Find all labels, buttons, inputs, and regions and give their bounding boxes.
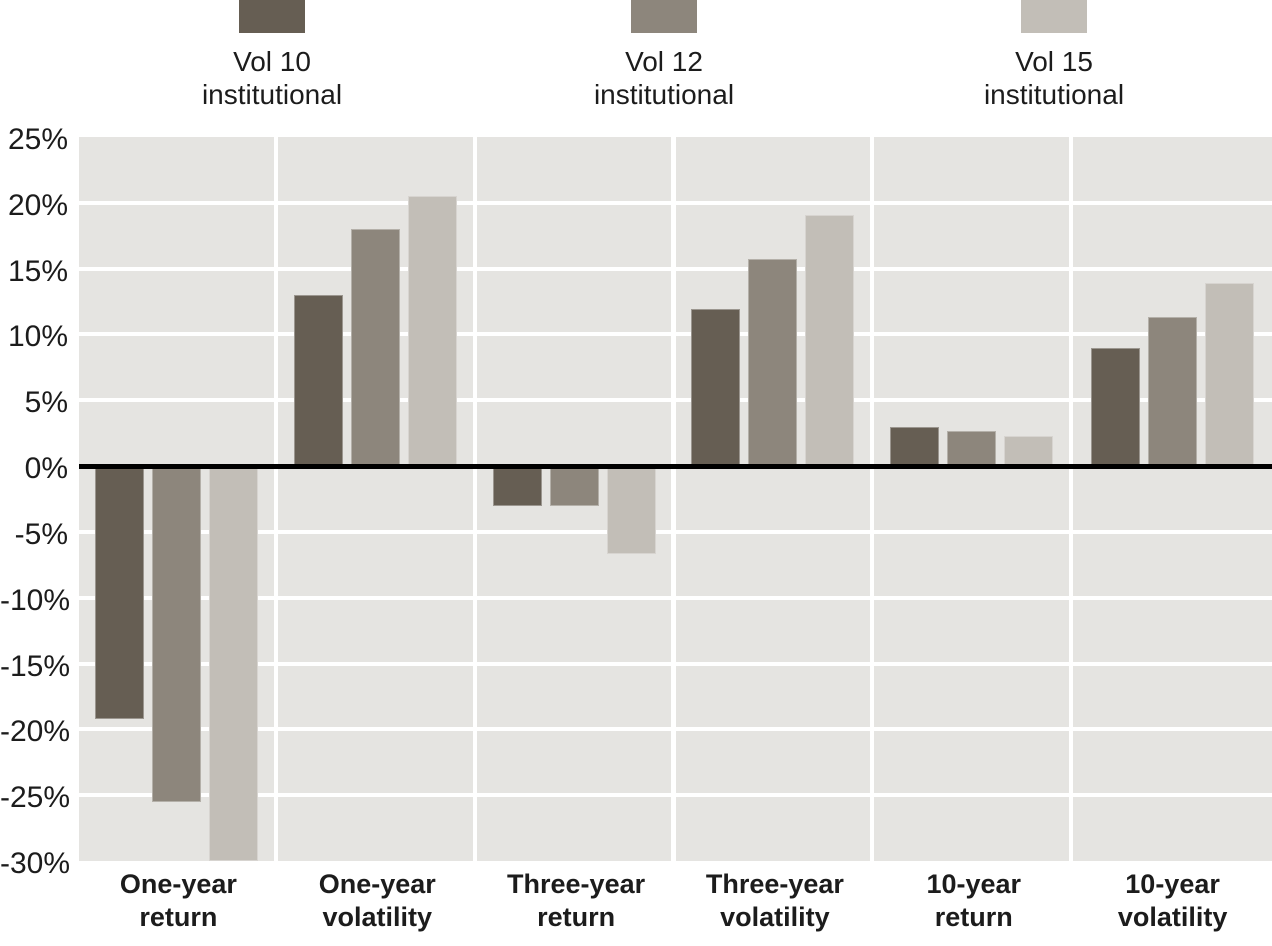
y-axis-tick-label: 15%	[7, 254, 68, 288]
x-axis-category-label: 10-year volatility	[1117, 869, 1228, 932]
y-axis-tick-label: -5%	[14, 517, 68, 551]
gridline	[79, 266, 1272, 271]
y-axis-tick-label: -15%	[0, 649, 71, 683]
legend-item: Vol 10 institutional	[122, 0, 422, 111]
bar-vol-12-institutional	[1148, 317, 1198, 467]
bar-vol-10-institutional	[1091, 347, 1141, 467]
y-axis-tick-label: 20%	[7, 188, 68, 222]
legend-swatch	[631, 0, 697, 33]
gridline	[79, 595, 1272, 600]
bar-vol-15-institutional	[407, 196, 457, 467]
gridline	[79, 727, 1272, 732]
x-axis-category-label: Three-year volatility	[705, 869, 844, 932]
category-band	[874, 137, 1070, 861]
category-band	[1073, 137, 1272, 861]
bar-vol-10-institutional	[94, 466, 144, 719]
y-axis-tick-label: 5%	[24, 386, 68, 420]
x-axis-category-label: One-year volatility	[318, 869, 436, 932]
y-axis-tick-label: -10%	[0, 583, 71, 617]
y-axis-tick-label: -20%	[0, 715, 71, 749]
y-axis-tick-label: -25%	[0, 781, 71, 815]
bar-vol-10-institutional	[691, 309, 741, 467]
gridline	[79, 398, 1272, 403]
bar-vol-10-institutional	[293, 294, 343, 467]
zero-axis-line	[79, 464, 1272, 470]
gridline	[79, 200, 1272, 205]
legend-label: Vol 15 institutional	[983, 46, 1125, 110]
bar-vol-15-institutional	[1004, 435, 1054, 467]
bar-vol-12-institutional	[748, 259, 798, 467]
legend-swatch	[1021, 0, 1087, 33]
y-axis-tick-label: 0%	[24, 452, 68, 486]
bar-vol-12-institutional	[947, 430, 997, 467]
x-axis-category-label: 10-year return	[926, 869, 1022, 932]
y-axis-tick-label: -30%	[0, 847, 71, 880]
bar-vol-12-institutional	[151, 466, 201, 802]
y-axis-tick-label: 25%	[7, 123, 68, 156]
bar-vol-15-institutional	[805, 214, 855, 467]
x-axis-category-label: Three-year return	[507, 869, 646, 932]
x-axis-category-label: One-year return	[119, 869, 237, 932]
legend-label: Vol 10 institutional	[201, 46, 343, 110]
legend-item: Vol 12 institutional	[514, 0, 814, 111]
gridline	[79, 529, 1272, 534]
bar-vol-15-institutional	[208, 466, 258, 861]
legend-label: Vol 12 institutional	[593, 46, 735, 110]
gridline	[79, 793, 1272, 798]
bar-vol-15-institutional	[606, 466, 656, 555]
legend-item: Vol 15 institutional	[904, 0, 1204, 111]
bar-vol-10-institutional	[492, 466, 542, 506]
legend-swatch	[239, 0, 305, 33]
gridline	[79, 332, 1272, 337]
bar-vol-15-institutional	[1205, 283, 1255, 467]
bar-vol-10-institutional	[890, 426, 940, 467]
y-axis-tick-label: 10%	[7, 320, 68, 354]
bar-vol-12-institutional	[549, 466, 599, 506]
plot-area	[79, 137, 1272, 861]
gridline	[79, 661, 1272, 666]
bar-vol-12-institutional	[350, 229, 400, 467]
